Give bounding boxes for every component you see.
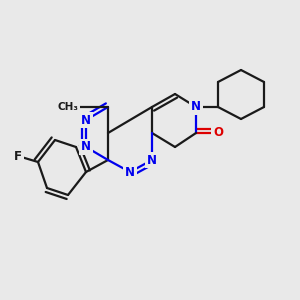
Text: N: N <box>191 100 201 113</box>
Text: CH₃: CH₃ <box>58 102 79 112</box>
Text: N: N <box>125 166 135 178</box>
Text: N: N <box>81 113 91 127</box>
Text: F: F <box>14 149 22 163</box>
Text: O: O <box>213 127 223 140</box>
Text: N: N <box>81 140 91 154</box>
Text: N: N <box>147 154 157 166</box>
